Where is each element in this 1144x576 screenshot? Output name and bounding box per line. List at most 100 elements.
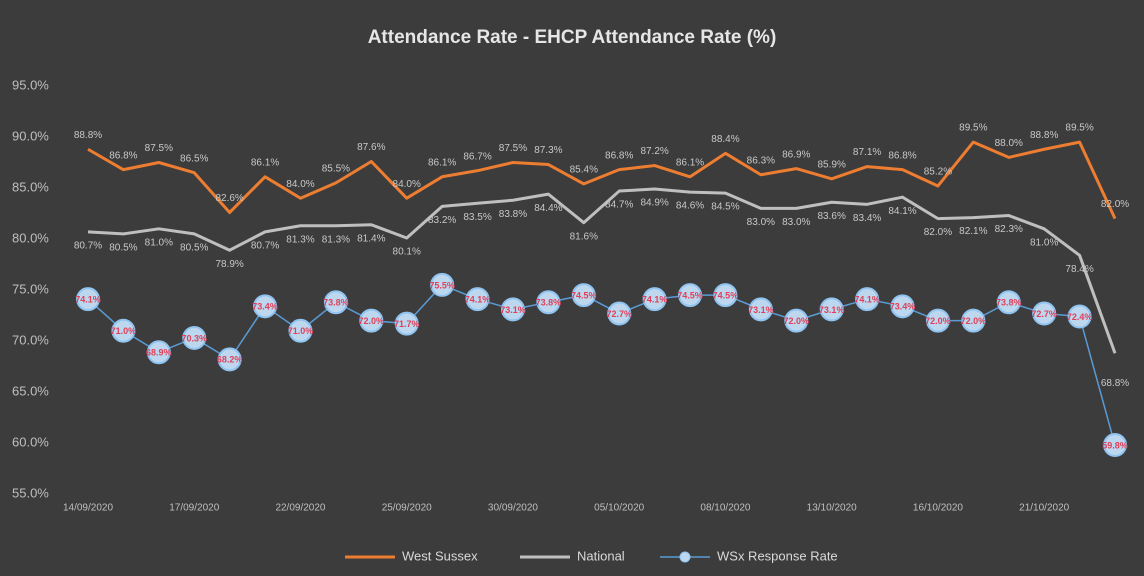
data-label: 85.5% bbox=[322, 164, 350, 175]
data-label: 84.9% bbox=[640, 198, 668, 209]
marker bbox=[925, 308, 950, 333]
data-label: 81.3% bbox=[322, 234, 350, 245]
data-label: 70.3% bbox=[181, 333, 207, 343]
y-tick-label: 70.0% bbox=[12, 332, 49, 347]
data-label: 78.9% bbox=[215, 259, 243, 270]
data-label: 84.7% bbox=[605, 200, 633, 211]
marker bbox=[146, 340, 171, 365]
marker bbox=[890, 294, 915, 319]
y-tick-label: 65.0% bbox=[12, 383, 49, 398]
marker bbox=[1103, 433, 1127, 458]
data-label: 83.0% bbox=[747, 217, 775, 228]
x-tick-label: 17/09/2020 bbox=[169, 503, 219, 514]
marker bbox=[182, 325, 207, 350]
x-tick-label: 13/10/2020 bbox=[807, 503, 857, 514]
data-label: 74.1% bbox=[642, 295, 668, 305]
y-tick-label: 55.0% bbox=[12, 485, 49, 500]
data-label: 80.5% bbox=[180, 243, 208, 254]
data-label: 59.8% bbox=[1102, 440, 1128, 450]
marker bbox=[394, 311, 419, 336]
y-tick-label: 95.0% bbox=[12, 77, 49, 92]
y-tick-label: 75.0% bbox=[12, 281, 49, 296]
marker bbox=[217, 347, 242, 372]
data-label: 86.7% bbox=[463, 151, 491, 162]
data-label: 87.3% bbox=[534, 145, 562, 156]
marker bbox=[1067, 304, 1092, 329]
marker bbox=[819, 297, 844, 322]
data-label: 74.1% bbox=[75, 295, 101, 305]
marker bbox=[713, 283, 738, 308]
data-label: 82.0% bbox=[1101, 199, 1129, 210]
y-tick-label: 85.0% bbox=[12, 179, 49, 194]
marker bbox=[996, 290, 1021, 315]
data-label: 71.7% bbox=[394, 319, 420, 329]
data-label: 68.2% bbox=[217, 355, 243, 365]
data-label: 72.7% bbox=[606, 309, 632, 319]
marker bbox=[359, 308, 384, 333]
data-label: 68.9% bbox=[146, 348, 172, 358]
data-label: 73.1% bbox=[819, 305, 845, 315]
data-label: 73.8% bbox=[536, 298, 562, 308]
data-label: 81.4% bbox=[357, 233, 385, 244]
data-label: 72.7% bbox=[1031, 309, 1057, 319]
data-label: 83.8% bbox=[499, 209, 527, 220]
data-label: 83.0% bbox=[782, 217, 810, 228]
data-label: 73.1% bbox=[500, 305, 526, 315]
data-label: 81.0% bbox=[1030, 237, 1058, 248]
data-label: 83.4% bbox=[853, 213, 881, 224]
marker bbox=[465, 287, 490, 312]
marker bbox=[607, 301, 632, 326]
data-label: 82.6% bbox=[215, 193, 243, 204]
legend-label: West Sussex bbox=[402, 548, 478, 563]
marker bbox=[430, 272, 455, 297]
data-label: 88.4% bbox=[711, 134, 739, 145]
data-label: 72.0% bbox=[359, 316, 385, 326]
data-label: 86.3% bbox=[747, 155, 775, 166]
data-label: 88.8% bbox=[74, 130, 102, 141]
data-label: 84.0% bbox=[286, 179, 314, 190]
data-label: 73.4% bbox=[890, 302, 916, 312]
data-label: 88.8% bbox=[1030, 130, 1058, 141]
data-label: 71.0% bbox=[288, 326, 314, 336]
data-label: 89.5% bbox=[959, 123, 987, 134]
data-label: 81.0% bbox=[145, 237, 173, 248]
data-label: 84.1% bbox=[888, 206, 916, 217]
legend-marker bbox=[679, 551, 691, 563]
data-label: 72.0% bbox=[784, 316, 810, 326]
marker bbox=[536, 290, 561, 315]
data-label: 82.3% bbox=[995, 224, 1023, 235]
data-label: 81.3% bbox=[286, 234, 314, 245]
data-label: 80.1% bbox=[393, 247, 421, 258]
y-tick-label: 90.0% bbox=[12, 128, 49, 143]
data-label: 84.6% bbox=[676, 201, 704, 212]
data-label: 74.5% bbox=[713, 290, 739, 300]
marker bbox=[1032, 301, 1057, 326]
data-label: 86.5% bbox=[180, 153, 208, 164]
marker bbox=[323, 290, 348, 315]
legend-label: National bbox=[577, 548, 625, 563]
data-label: 82.1% bbox=[959, 226, 987, 237]
data-label: 73.8% bbox=[996, 298, 1022, 308]
data-label: 87.1% bbox=[853, 147, 881, 158]
series-line bbox=[87, 187, 1117, 354]
data-label: 86.1% bbox=[251, 157, 279, 168]
chart-title: Attendance Rate - EHCP Attendance Rate (… bbox=[368, 27, 777, 48]
x-tick-label: 30/09/2020 bbox=[488, 503, 538, 514]
marker bbox=[500, 297, 525, 322]
data-label: 85.2% bbox=[924, 167, 952, 178]
legend-label: WSx Response Rate bbox=[717, 548, 838, 563]
data-label: 83.6% bbox=[818, 211, 846, 222]
data-label: 74.5% bbox=[677, 290, 703, 300]
data-label: 74.5% bbox=[571, 290, 597, 300]
data-label: 88.0% bbox=[995, 138, 1023, 149]
data-label: 73.1% bbox=[748, 305, 774, 315]
data-label: 73.8% bbox=[323, 298, 349, 308]
marker bbox=[111, 318, 136, 343]
data-label: 80.5% bbox=[109, 243, 137, 254]
data-label: 86.8% bbox=[888, 150, 916, 161]
data-label: 87.2% bbox=[640, 146, 668, 157]
data-label: 86.9% bbox=[782, 149, 810, 160]
marker bbox=[288, 318, 313, 343]
marker bbox=[253, 294, 278, 319]
